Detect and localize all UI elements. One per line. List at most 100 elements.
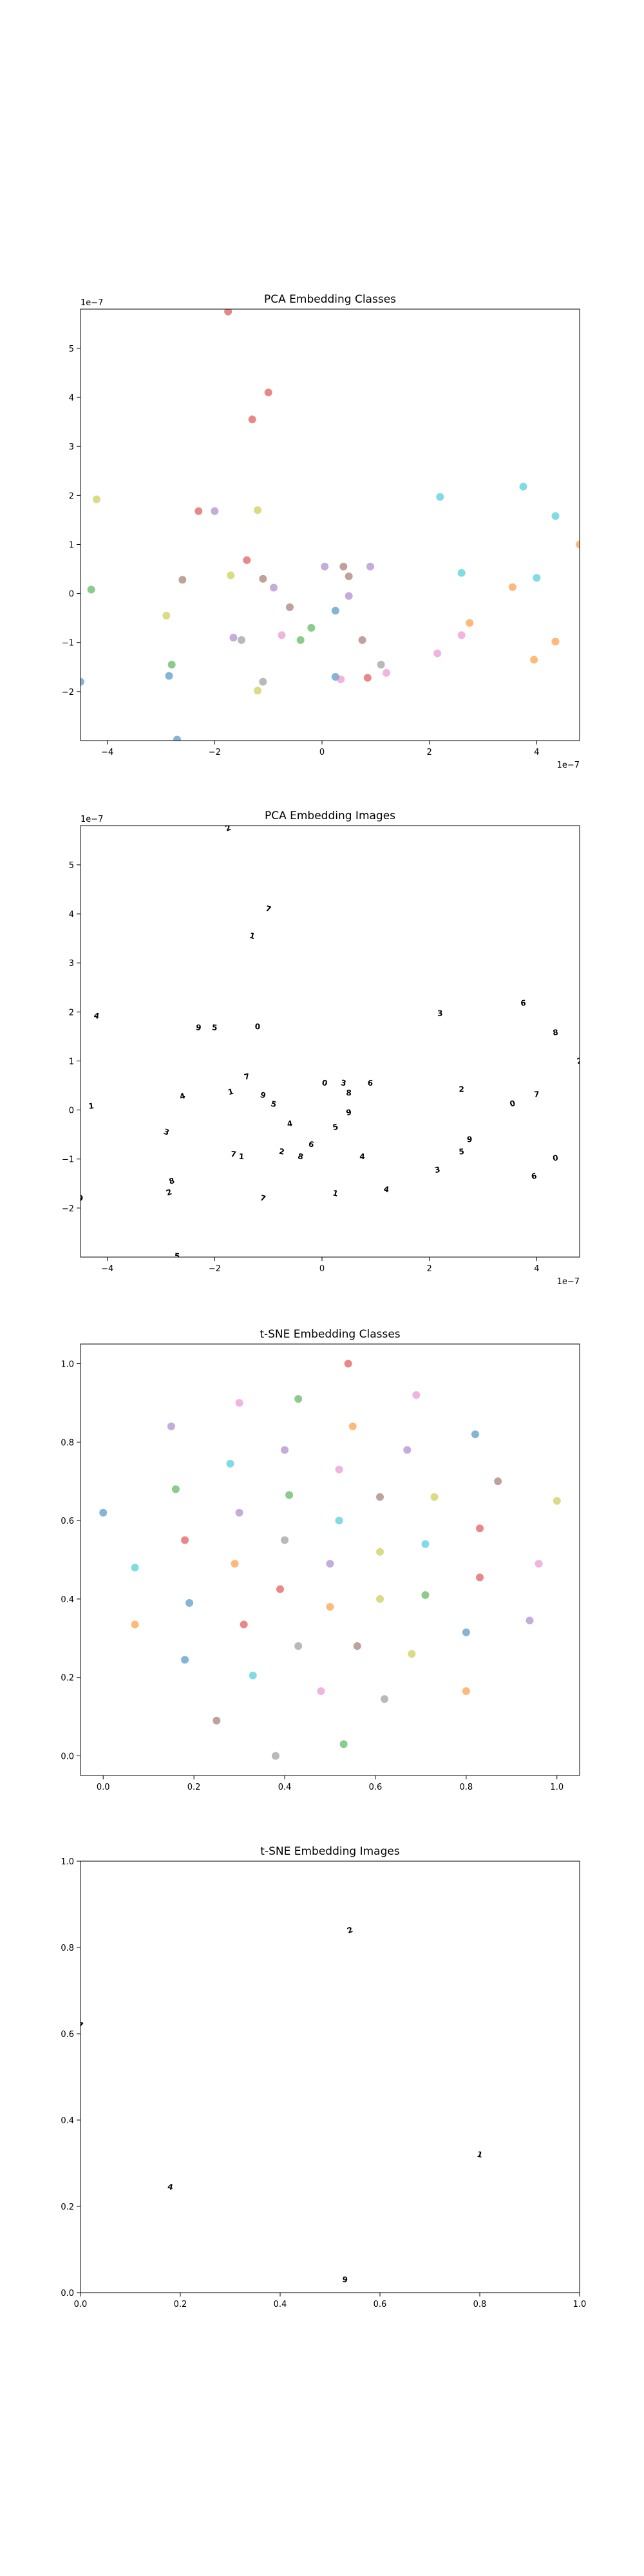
data-point: [224, 309, 232, 316]
digit-thumbnail: 4: [93, 1011, 100, 1021]
data-point: [335, 1465, 343, 1473]
digit-thumbnail: 6: [307, 1139, 315, 1150]
data-point: [430, 1493, 439, 1501]
y-tick-label: 2: [69, 491, 74, 501]
x-offset-label: 1e−7: [557, 761, 580, 770]
digit-thumbnail: 7: [77, 2020, 84, 2031]
chart-title: PCA Embedding Images: [265, 810, 395, 822]
points-layer: [80, 309, 580, 741]
data-point: [376, 1595, 384, 1603]
y-tick-label: 5: [69, 861, 74, 871]
y-tick-label: −2: [62, 1204, 74, 1214]
digit-thumbnail: 3: [434, 1165, 441, 1175]
data-point: [421, 1540, 430, 1548]
chart-title: t-SNE Embedding Classes: [260, 1328, 400, 1341]
x-tick-label: 0.6: [369, 1783, 383, 1792]
digit-thumbnail: 1: [476, 2150, 483, 2160]
digit-thumbnail: 1: [249, 931, 256, 942]
data-point: [87, 585, 95, 594]
data-point: [294, 1642, 303, 1650]
data-point: [457, 631, 466, 639]
digit-thumbnail: 5: [270, 1099, 278, 1110]
x-tick-label: −4: [101, 1264, 113, 1274]
data-point: [519, 482, 527, 491]
digit-thumbnail: 2: [346, 1925, 354, 1935]
digit-thumbnail: 9: [195, 1023, 202, 1032]
y-tick-label: 0.4: [61, 1595, 74, 1605]
x-tick-label: 0.0: [74, 2300, 88, 2309]
chart-title: PCA Embedding Classes: [264, 293, 396, 306]
data-point: [337, 675, 345, 683]
data-point: [331, 607, 339, 615]
data-point: [254, 506, 261, 515]
digit-thumbnail: 7: [265, 904, 272, 914]
data-point: [535, 1560, 543, 1568]
data-point: [381, 1695, 389, 1703]
data-point: [326, 1560, 334, 1568]
data-point: [553, 1497, 561, 1505]
plot-frame: [80, 1861, 580, 2293]
y-tick-label: 3: [69, 442, 74, 452]
y-tick-label: 1: [69, 1057, 74, 1066]
data-point: [211, 507, 219, 515]
data-point: [271, 1752, 279, 1760]
y-tick-label: 1.0: [61, 1359, 74, 1369]
digit-thumbnail: 9: [259, 1090, 267, 1101]
data-point: [178, 576, 187, 584]
digit-thumbnail: 4: [178, 1091, 186, 1101]
data-point: [194, 507, 203, 515]
y-tick-label: 0.6: [61, 2030, 74, 2040]
y-tick-label: 0.8: [61, 1944, 74, 1953]
data-point: [307, 623, 316, 632]
data-point: [412, 1391, 421, 1399]
data-point: [317, 1687, 325, 1696]
data-point: [363, 674, 372, 682]
digit-thumbnail: 8: [552, 1028, 558, 1037]
y-tick-label: 0.0: [61, 2289, 74, 2298]
data-point: [476, 1573, 484, 1582]
x-tick-label: 0.0: [97, 1783, 110, 1792]
data-point: [99, 1508, 108, 1517]
digit-thumbnail: 5: [212, 1023, 218, 1032]
data-point: [466, 619, 474, 627]
digit-thumbnail: 6: [520, 998, 526, 1008]
x-tick-label: 0.4: [274, 2300, 287, 2309]
data-point: [358, 636, 366, 644]
data-point: [181, 1656, 189, 1664]
data-point: [185, 1599, 194, 1607]
digit-thumbnail: 2: [165, 1187, 173, 1197]
data-point: [530, 656, 538, 664]
data-point: [248, 415, 256, 424]
digit-thumbnail: 0: [552, 1153, 558, 1163]
x-tick-label: 1.0: [573, 2300, 587, 2309]
data-point: [167, 1422, 175, 1430]
digit-thumbnail: 3: [162, 1127, 170, 1137]
x-offset-label: 1e−7: [557, 1277, 580, 1287]
digit-thumbnail: 0: [255, 1022, 261, 1031]
x-tick-label: 1.0: [550, 1783, 564, 1792]
data-point: [339, 562, 348, 571]
y-tick-label: 0.2: [61, 2202, 74, 2212]
data-point: [131, 1620, 139, 1629]
x-tick-label: 0: [319, 748, 325, 757]
data-point: [326, 1603, 334, 1611]
digit-thumbnail: 8: [297, 1151, 304, 1162]
digit-thumbnail: 3: [340, 1078, 346, 1088]
data-point: [285, 1491, 294, 1499]
data-point: [576, 540, 580, 549]
chart-title: t-SNE Embedding Images: [260, 1845, 400, 1858]
y-tick-label: 0.0: [61, 1752, 74, 1762]
digit-thumbnail: 6: [530, 1171, 537, 1182]
data-point: [436, 493, 444, 501]
x-tick-label: 4: [534, 748, 539, 757]
data-point: [238, 636, 245, 644]
plot-frame: [80, 1343, 580, 1776]
data-point: [227, 571, 235, 580]
data-point: [433, 649, 442, 658]
y-tick-label: 2: [69, 1008, 74, 1018]
digit-thumbnail: 8: [346, 1088, 352, 1097]
data-point: [403, 1446, 412, 1454]
data-point: [93, 495, 100, 504]
data-point: [321, 562, 329, 571]
